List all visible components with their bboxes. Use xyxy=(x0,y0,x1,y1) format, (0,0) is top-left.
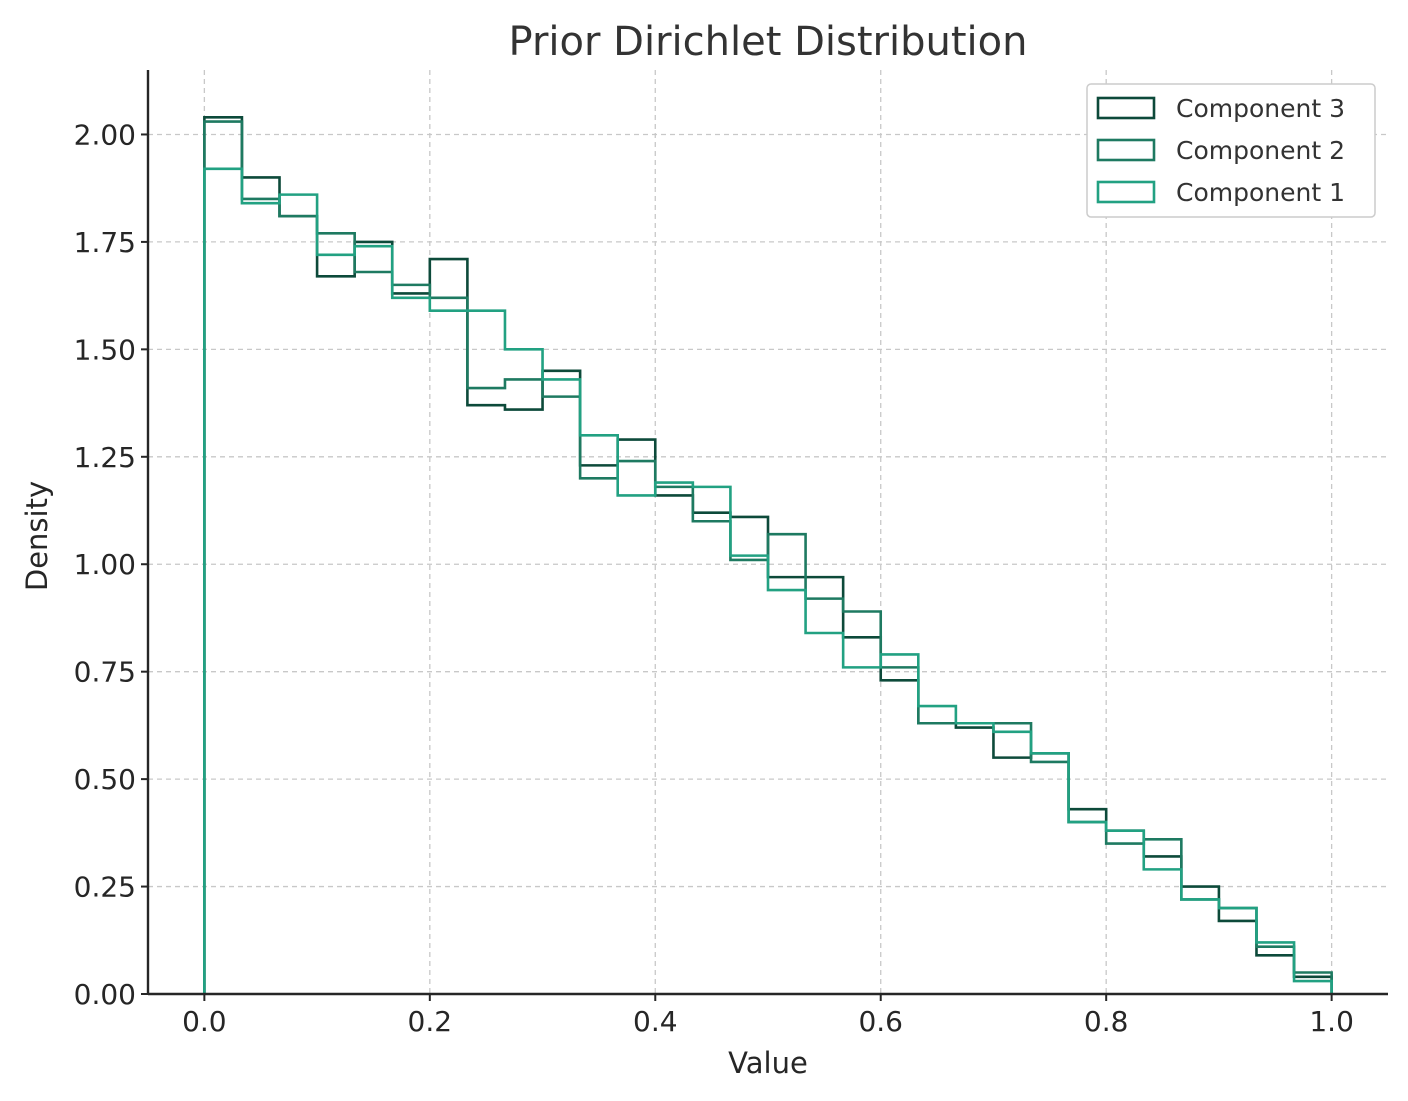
y-tick-label: 1.00 xyxy=(74,548,136,581)
x-ticks: 0.0 0.2 0.4 0.6 0.8 1.0 xyxy=(182,994,1354,1038)
x-tick-label: 0.2 xyxy=(408,1005,453,1038)
legend-swatch xyxy=(1096,180,1156,204)
y-tick-label: 2.00 xyxy=(74,118,136,151)
x-axis-label: Value xyxy=(728,1046,808,1080)
y-ticks: 0.00 0.25 0.50 0.75 1.00 1.25 1.50 1.75 2.00 xyxy=(74,118,148,1011)
x-tick-label: 0.6 xyxy=(858,1005,903,1038)
legend-label: Component 2 xyxy=(1176,136,1345,165)
legend-swatch xyxy=(1096,138,1156,162)
y-tick-label: 0.25 xyxy=(74,871,136,904)
legend-box xyxy=(1086,83,1376,218)
x-tick-label: 0.0 xyxy=(182,1005,227,1038)
y-axis-label: Density xyxy=(20,481,54,591)
y-tick-label: 1.25 xyxy=(74,441,136,474)
series-component-2 xyxy=(203,120,1333,994)
series-component-1 xyxy=(203,167,1333,994)
y-tick-label: 0.75 xyxy=(74,656,136,689)
legend-swatch xyxy=(1096,96,1156,120)
y-tick-label: 1.75 xyxy=(74,226,136,259)
axes xyxy=(146,70,1388,996)
legend: Component 3 Component 2 Component 1 xyxy=(1086,83,1376,218)
legend-label: Component 3 xyxy=(1176,94,1345,123)
x-tick-label: 0.8 xyxy=(1084,1005,1129,1038)
histogram-series xyxy=(203,115,1333,994)
legend-label: Component 1 xyxy=(1176,178,1345,207)
y-tick-label: 0.50 xyxy=(74,763,136,796)
y-tick-label: 1.50 xyxy=(74,333,136,366)
x-tick-label: 1.0 xyxy=(1309,1005,1354,1038)
y-tick-label: 0.00 xyxy=(74,978,136,1011)
x-tick-label: 0.4 xyxy=(633,1005,678,1038)
chart-title: Prior Dirichlet Distribution xyxy=(509,19,1028,65)
